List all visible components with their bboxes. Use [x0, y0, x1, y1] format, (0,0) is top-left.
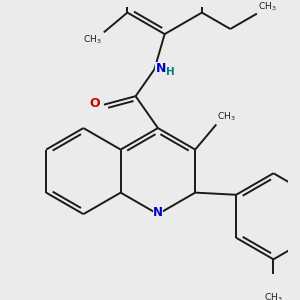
Text: CH$_3$: CH$_3$: [258, 0, 277, 13]
Text: N: N: [155, 62, 166, 75]
Text: N: N: [153, 206, 163, 219]
Text: CH$_3$: CH$_3$: [264, 291, 283, 300]
Text: O: O: [89, 97, 100, 110]
Text: CH$_3$: CH$_3$: [83, 33, 102, 46]
Text: H: H: [166, 68, 174, 77]
Text: CH$_3$: CH$_3$: [217, 111, 236, 123]
